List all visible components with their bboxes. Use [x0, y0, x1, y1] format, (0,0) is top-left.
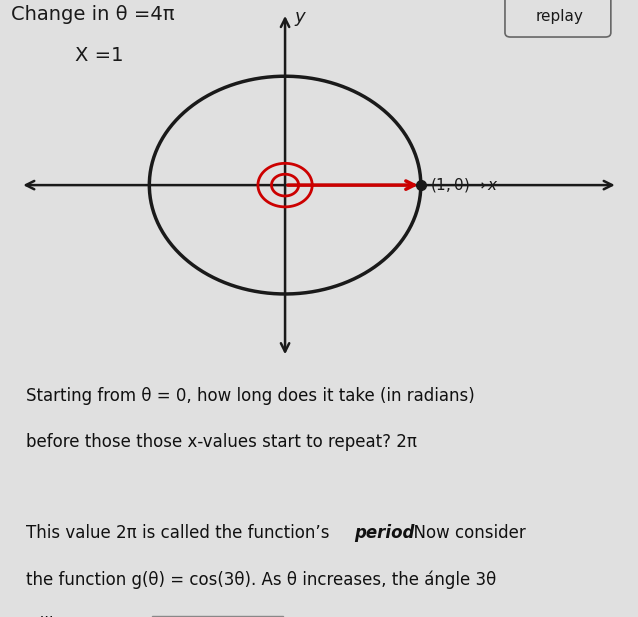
Text: the function g(θ) = cos(3θ). As θ increases, the ángle 3θ: the function g(θ) = cos(3θ). As θ increa… — [26, 570, 496, 589]
Text: X =1: X =1 — [75, 46, 123, 65]
Text: $(1,0)\rightarrow x$: $(1,0)\rightarrow x$ — [430, 176, 500, 194]
Text: Change in θ =4π: Change in θ =4π — [11, 6, 174, 25]
FancyBboxPatch shape — [505, 0, 611, 37]
Text: Starting from θ = 0, how long does it take (in radians): Starting from θ = 0, how long does it ta… — [26, 387, 474, 405]
Text: will move: will move — [26, 616, 105, 617]
Text: . Now consider: . Now consider — [403, 524, 526, 542]
Text: before those those x-values start to repeat? 2π: before those those x-values start to rep… — [26, 433, 417, 451]
FancyBboxPatch shape — [152, 616, 283, 617]
Text: replay: replay — [535, 9, 583, 24]
Text: period: period — [354, 524, 415, 542]
Text: This value 2π is called the function’s: This value 2π is called the function’s — [26, 524, 334, 542]
Text: y: y — [295, 7, 305, 26]
